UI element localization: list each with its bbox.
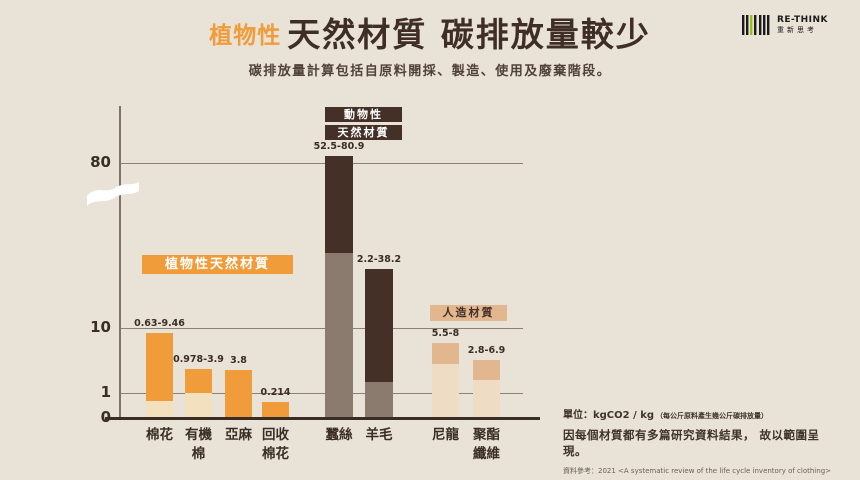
bar-range-label: 2.8-6.9 (467, 345, 506, 356)
group-label-animal: 天然材質 (325, 125, 402, 140)
header: 植物性 天然材質 碳排放量較少 碳排放量計算包括自原料開採、製造、使用及廢棄階段… (0, 16, 860, 79)
page-subtitle: 碳排放量計算包括自原料開採、製造、使用及廢棄階段。 (248, 64, 612, 79)
y-tick-label: 1 (100, 383, 111, 401)
unit-note: 單位：kgCO2 / kg （每公斤原料產生幾公斤碳排放量） (563, 406, 843, 421)
category-label: 棉花 (146, 427, 173, 443)
group-label-synthetic: 人造材質 (430, 305, 507, 321)
bar-segment-low (146, 401, 173, 417)
logo-brand-zh: 重新思考 (776, 25, 817, 34)
unit-label-detail: （每公斤原料產生幾公斤碳排放量） (656, 412, 769, 420)
category-label: 亞麻 (225, 427, 252, 443)
group-label-animal: 動物性 (325, 107, 402, 122)
range-note: 因每個材質都有多篇研究資料結果， 故以範圍呈現。 (563, 428, 820, 458)
bar-range-label: 0.63-9.46 (134, 318, 185, 329)
source-note: 資料參考：2021 <A systematic review of the li… (563, 467, 831, 475)
bar-range-label: 0.214 (260, 387, 291, 398)
page-title: 植物性 天然材質 碳排放量較少 (0, 16, 860, 53)
logo-text: RE-THINK 重新思考 (776, 14, 828, 35)
bar-range-label: 3.8 (230, 355, 247, 366)
y-tick-label: 10 (90, 318, 111, 336)
bar-range-label: 52.5-80.9 (313, 141, 365, 152)
category-label: 羊毛 (365, 427, 393, 443)
category-label: 聚酯 纖維 (473, 427, 500, 462)
logo-brand: RE-THINK (776, 14, 828, 25)
bar-segment-low (185, 393, 212, 417)
axis-break-icon (87, 182, 139, 206)
bar-range-label: 2.2-38.2 (356, 254, 402, 265)
category-label: 尼龍 (432, 427, 459, 443)
bar-segment-low (432, 364, 459, 417)
gridline (119, 393, 523, 394)
bar-segment-high (325, 156, 353, 253)
title-highlight: 植物性 (209, 23, 282, 49)
group-label-plant: 植物性天然材質 (142, 255, 293, 274)
bar-segment-high (365, 269, 393, 382)
bar-segment-high (473, 360, 500, 380)
category-label: 蠶絲 (325, 427, 353, 443)
bar-segment-low (325, 253, 353, 417)
tally-marks-icon (741, 15, 770, 35)
y-axis-line (119, 106, 121, 417)
title-main: 天然材質 碳排放量較少 (287, 14, 651, 54)
bar-segment-high (225, 370, 252, 417)
unit-label: 單位：kgCO2 / kg (563, 410, 655, 421)
y-tick-label: 80 (90, 153, 111, 171)
category-label: 回收 棉花 (262, 427, 289, 462)
footnotes: 單位：kgCO2 / kg （每公斤原料產生幾公斤碳排放量） 因每個材質都有多篇… (563, 406, 843, 476)
bar-segment-high (146, 333, 173, 401)
bar-segment-low (365, 382, 393, 417)
rethink-logo: RE-THINK 重新思考 (741, 14, 828, 36)
gridline (119, 163, 523, 164)
bar-segment-high (432, 343, 459, 364)
bar-range-label: 5.5-8 (431, 328, 460, 339)
bar-segment-low (473, 380, 500, 417)
gridline (119, 328, 523, 329)
x-axis-baseline (105, 417, 540, 420)
bar-segment-high (262, 402, 289, 417)
bar-range-label: 0.978-3.9 (173, 354, 224, 365)
bar-segment-high (185, 369, 212, 393)
category-label: 有機 棉 (185, 427, 212, 462)
